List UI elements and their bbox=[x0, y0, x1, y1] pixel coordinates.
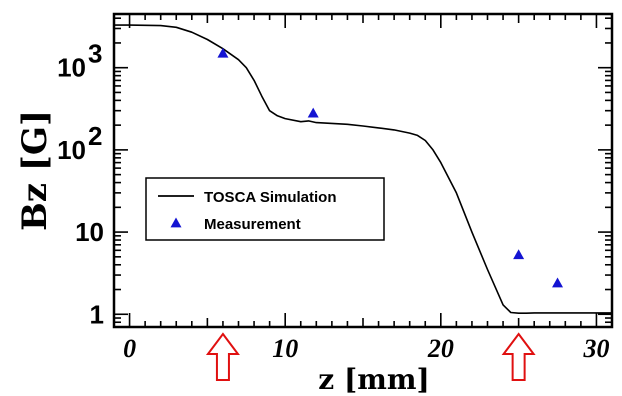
simulation-curve bbox=[114, 24, 612, 314]
y-tick-base: 10 bbox=[57, 53, 86, 83]
measurement-point bbox=[217, 47, 229, 58]
legend-triangle-swatch bbox=[170, 217, 182, 228]
y-tick-label: 1 bbox=[90, 299, 104, 329]
legend-box bbox=[145, 177, 385, 241]
measurement-point bbox=[552, 277, 564, 288]
measurement-markers bbox=[217, 47, 564, 288]
legend: TOSCA Simulation Measurement bbox=[145, 177, 385, 241]
y-tick-label: 10 3 bbox=[57, 39, 102, 83]
legend-label-simulation: TOSCA Simulation bbox=[204, 189, 337, 206]
x-tick-label: 20 bbox=[427, 334, 454, 363]
legend-label-measurement: Measurement bbox=[204, 216, 301, 233]
up-arrow bbox=[205, 332, 240, 381]
x-tick-label: 0 bbox=[123, 334, 136, 363]
y-axis-label: Bz [G] bbox=[15, 110, 55, 231]
y-tick-label: 10 bbox=[75, 217, 104, 247]
y-tick-base: 10 bbox=[57, 135, 86, 165]
simulation-line bbox=[114, 24, 612, 314]
axis-ticks bbox=[113, 14, 613, 328]
y-tick-base: 10 bbox=[75, 217, 104, 247]
y-tick-exponent: 3 bbox=[88, 39, 102, 69]
y-tick-exponent: 2 bbox=[88, 121, 102, 151]
x-tick-label: 30 bbox=[582, 334, 609, 363]
plot-frame bbox=[112, 12, 614, 329]
annotation-arrows bbox=[205, 332, 536, 381]
y-tick-base: 1 bbox=[90, 299, 104, 329]
up-arrow bbox=[501, 332, 536, 381]
x-axis-label: z [mm] bbox=[318, 363, 429, 396]
x-tick-label: 10 bbox=[272, 334, 298, 363]
measurement-point bbox=[513, 249, 525, 260]
x-tick-labels: 0 10 20 30 bbox=[123, 334, 609, 363]
plot-border bbox=[112, 12, 614, 329]
measurement-point bbox=[307, 107, 319, 118]
y-tick-label: 10 2 bbox=[57, 121, 102, 165]
